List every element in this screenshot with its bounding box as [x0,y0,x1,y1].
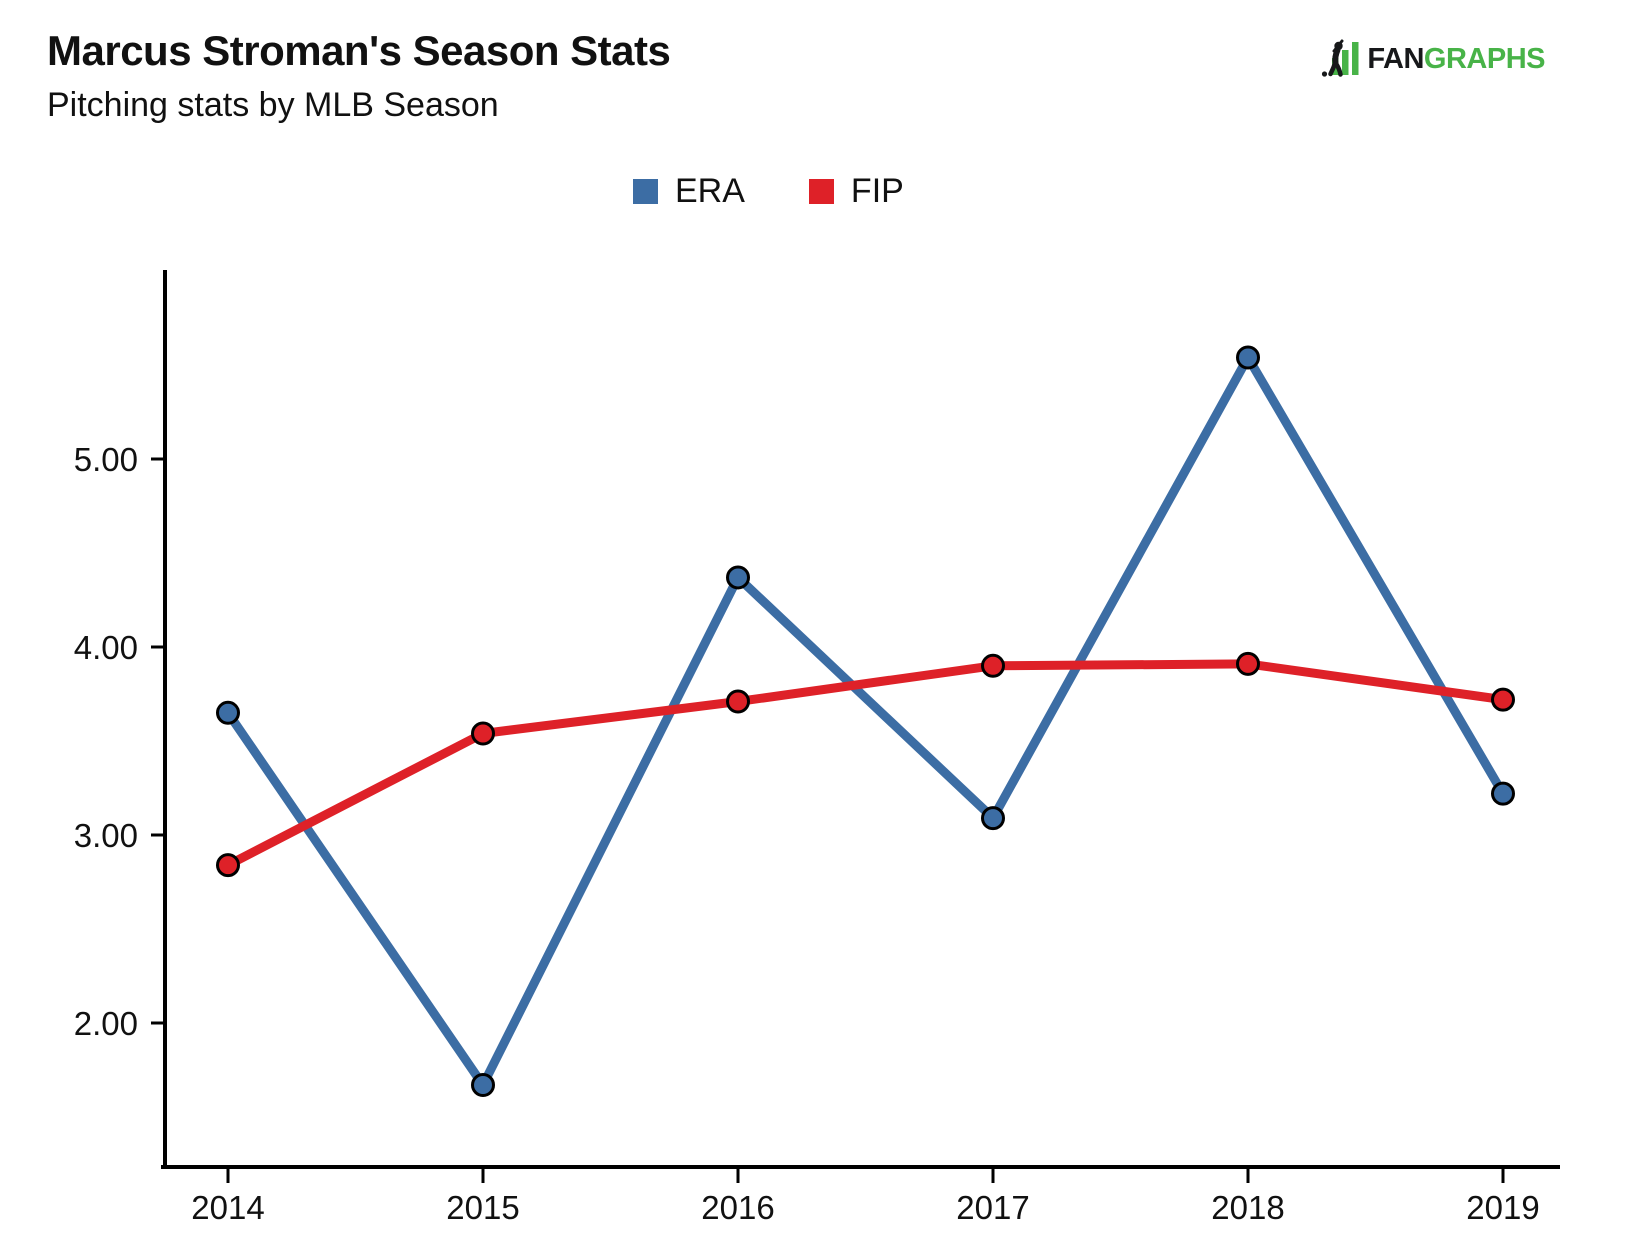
legend-label-era: ERA [675,172,745,210]
data-point-fip-2019 [1491,687,1515,712]
chart-legend: ERA FIP [633,172,904,211]
data-point-fip-2017 [981,653,1005,678]
y-tick-label: 2.00 [74,1005,138,1042]
logo-text-fan: FAN [1367,42,1424,75]
fip-swatch-icon [808,179,834,204]
data-point-era-2019 [1491,781,1515,806]
data-point-fip-2015 [471,721,495,746]
y-tick-label: 4.00 [74,629,138,666]
data-point-fip-2018 [1236,651,1260,676]
data-point-era-2014 [216,700,240,725]
x-tick-label: 2019 [1466,1189,1539,1226]
y-tick-label: 3.00 [74,817,138,854]
series-line-fip [223,659,1508,870]
x-tick-label: 2016 [701,1189,774,1226]
legend-item-era: ERA [633,172,745,211]
page-subtitle: Pitching stats by MLB Season [47,86,499,124]
series-line-era [223,352,1508,1090]
data-point-era-2015 [471,1073,495,1098]
legend-item-fip: FIP [808,172,904,211]
data-point-fip-2014 [216,853,240,878]
legend-label-fip: FIP [850,172,904,210]
data-point-era-2017 [981,806,1005,831]
x-tick-label: 2015 [446,1189,519,1226]
logo-text-graphs: GRAPHS [1423,42,1546,75]
data-point-era-2018 [1236,345,1260,370]
fangraphs-logo: FAN GRAPHS [1321,38,1546,80]
x-tick-label: 2017 [956,1189,1029,1226]
y-tick-label: 5.00 [74,441,138,478]
page-title: Marcus Stroman's Season Stats [47,27,671,74]
data-point-era-2016 [726,565,750,590]
era-swatch-icon [633,179,658,204]
x-tick-label: 2018 [1211,1189,1284,1226]
data-point-fip-2016 [726,689,750,714]
x-tick-label: 2014 [191,1189,264,1226]
fangraphs-batter-icon [1322,39,1359,77]
